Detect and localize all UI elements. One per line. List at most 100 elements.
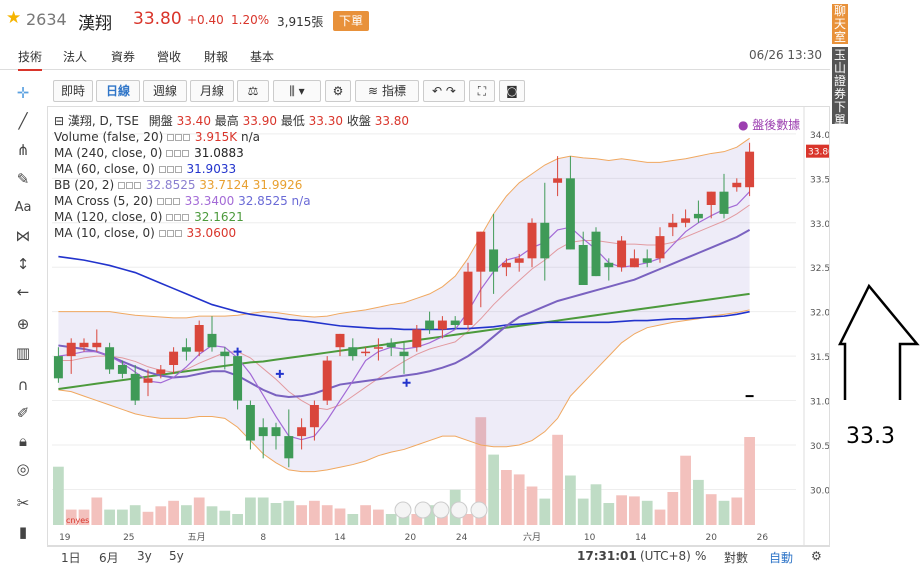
tab-basic[interactable]: 基本 — [250, 50, 275, 64]
trash-icon[interactable]: ▮ — [18, 523, 28, 541]
volume-bar — [513, 474, 525, 525]
post-market-link[interactable]: ● 盤後數據 — [738, 118, 801, 132]
volume-bar — [565, 475, 576, 525]
chart-toolbar: 即時 日線 週線 月線 ⚖ ⫼ ▾ ⚙ ≋ 指標 ↶ ↷ ⛶ ◙ — [47, 80, 830, 104]
trendline-icon[interactable]: ╱ — [18, 112, 28, 130]
ma240-line — [58, 255, 750, 331]
tools-icon[interactable]: ✂ — [16, 494, 30, 512]
candle-body — [514, 258, 524, 263]
legend-bb[interactable]: BB (20, 2) 32.8525 33.7124 31.9926 — [54, 177, 409, 193]
time-tick-label: 六月 — [523, 531, 541, 543]
macross-value-1: 33.3400 — [184, 194, 235, 208]
period-daily-button[interactable]: 日線 — [96, 80, 140, 102]
text-icon[interactable]: Aa — [14, 200, 32, 215]
volume-bar — [104, 509, 115, 525]
tab-technical[interactable]: 技術 — [18, 48, 43, 71]
volume-bar — [680, 455, 691, 525]
legend-ma10[interactable]: MA (10, close, 0) 33.0600 — [54, 225, 409, 241]
star-icon[interactable]: ★ — [6, 8, 22, 28]
candle-body — [501, 262, 511, 268]
high-label: 最高 — [214, 114, 239, 128]
time-tick-label: 20 — [405, 533, 417, 543]
magnet-icon[interactable]: ∩ — [17, 376, 29, 394]
measure-icon[interactable]: ↕ — [16, 255, 30, 273]
arrow-left-icon[interactable]: ← — [16, 283, 30, 301]
price-tick-label: 30.50 — [810, 442, 829, 452]
chart-type-icon[interactable]: ⫼ ▾ — [273, 80, 321, 102]
broker-order-button[interactable]: 玉山證券下單 — [832, 47, 848, 127]
candle-body — [181, 347, 191, 352]
range-6m[interactable]: 6月 — [99, 551, 119, 565]
pattern-icon[interactable]: ⋈ — [15, 227, 31, 245]
fullscreen-icon[interactable]: ⛶ — [469, 80, 495, 102]
indicators-button[interactable]: ≋ 指標 — [355, 80, 419, 102]
legend-ma120[interactable]: MA (120, close, 0) 32.1621 — [54, 209, 409, 225]
candle-body — [258, 427, 268, 437]
candle-body — [629, 258, 639, 268]
timezone[interactable]: (UTC+8) — [640, 549, 691, 563]
time-tick-label: 14 — [635, 533, 647, 543]
volume-bar — [616, 495, 627, 525]
candle-body — [79, 342, 89, 348]
legend-symbol: 漢翔, D, TSE — [67, 114, 139, 128]
candle-body — [207, 333, 217, 348]
legend-volume[interactable]: Volume (false, 20) 3.915K n/a — [54, 129, 409, 145]
ruler-icon[interactable]: ▥ — [15, 344, 31, 362]
tab-institutional[interactable]: 法人 — [63, 50, 88, 64]
tab-financials[interactable]: 財報 — [204, 50, 229, 64]
close-label: 收盤 — [346, 114, 371, 128]
range-3y[interactable]: 3y — [137, 549, 152, 563]
ma120-label: MA (120, close, 0) — [54, 210, 163, 224]
collapse-icon[interactable]: ⊟ — [54, 114, 65, 128]
price-tick-label: 30.00 — [810, 486, 829, 496]
order-button[interactable]: 下單 — [333, 11, 369, 31]
period-monthly-button[interactable]: 月線 — [190, 80, 234, 102]
volume-bar — [373, 509, 384, 525]
candle-body — [92, 342, 102, 348]
scroll-control-icon — [394, 501, 412, 519]
tab-margin[interactable]: 資券 — [111, 50, 136, 64]
percent-toggle[interactable]: % — [695, 549, 707, 563]
legend-macross[interactable]: MA Cross (5, 20) 33.3400 32.8525 n/a — [54, 193, 409, 209]
candle-body — [309, 405, 319, 428]
volume-bar — [309, 500, 320, 525]
brush-icon[interactable]: ✎ — [16, 170, 30, 188]
legend-ma240[interactable]: MA (240, close, 0) 31.0883 — [54, 145, 409, 161]
bb-value-3: 31.9926 — [252, 178, 303, 192]
settings-gear-icon[interactable]: ⚙ — [811, 549, 822, 563]
volume-label: Volume (false, 20) — [54, 130, 164, 144]
candle-body — [66, 342, 76, 357]
compare-icon[interactable]: ⚖ — [237, 80, 269, 102]
candle-body — [425, 320, 435, 330]
fork-icon[interactable]: ⋔ — [16, 141, 30, 159]
camera-icon[interactable]: ◙ — [499, 80, 525, 102]
price-chart[interactable]: 34.00 33.50 33.00 32.50 32.00 31.50 31.00 30.50… — [48, 107, 836, 545]
legend-ma60[interactable]: MA (60, close, 0) 31.9033 — [54, 161, 409, 177]
undo-redo-icon[interactable]: ↶ ↷ — [423, 80, 465, 102]
volume-bar — [245, 497, 256, 525]
open-value: 33.40 — [176, 114, 211, 128]
pencil-lock-icon[interactable]: ✐ — [16, 404, 30, 422]
period-weekly-button[interactable]: 週線 — [143, 80, 187, 102]
tab-revenue[interactable]: 營收 — [157, 50, 182, 64]
candle-body — [604, 262, 614, 268]
auto-toggle[interactable]: 自動 — [769, 551, 794, 565]
ma10-label: MA (10, close, 0) — [54, 226, 155, 240]
chart-area[interactable]: 34.00 33.50 33.00 32.50 32.00 31.50 31.00 30.50… — [47, 106, 836, 546]
stock-code: 2634 — [26, 10, 67, 29]
range-5y[interactable]: 5y — [169, 549, 184, 563]
crosshair-icon[interactable]: ✛ — [16, 84, 30, 102]
log-toggle[interactable]: 對數 — [724, 551, 749, 565]
settings-icon[interactable]: ⚙ — [325, 80, 351, 102]
volume-bar — [526, 486, 538, 525]
lock-icon[interactable]: 🔒︎ — [19, 432, 27, 450]
candle-body — [156, 369, 166, 374]
zoom-icon[interactable]: ⊕ — [16, 315, 30, 333]
scroll-control-icon — [414, 501, 432, 519]
eye-icon[interactable]: ◎ — [16, 460, 30, 478]
low-label: 最低 — [280, 114, 305, 128]
range-1d[interactable]: 1日 — [61, 551, 81, 565]
period-intraday-button[interactable]: 即時 — [53, 80, 93, 102]
chat-room-button[interactable]: 聊天室 — [832, 4, 848, 44]
candle-body — [527, 222, 537, 259]
